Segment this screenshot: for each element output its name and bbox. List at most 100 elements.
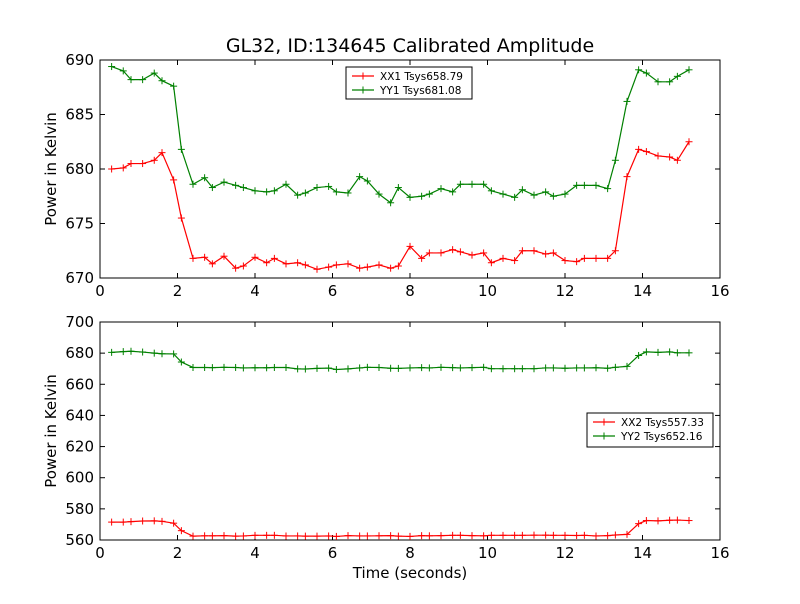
data-point — [232, 532, 240, 540]
data-point — [530, 247, 538, 255]
data-point — [251, 253, 259, 261]
data-point — [573, 531, 581, 539]
data-point — [313, 532, 321, 540]
data-point — [313, 184, 321, 192]
data-point — [499, 254, 507, 262]
data-point — [177, 214, 185, 222]
data-point — [418, 192, 426, 200]
data-point — [313, 265, 321, 273]
data-point — [150, 517, 158, 525]
data-point — [561, 190, 569, 198]
legend-entry: XX2 Tsys557.33 — [593, 417, 704, 429]
data-point — [150, 156, 158, 164]
data-point — [108, 518, 116, 526]
data-point — [344, 365, 352, 373]
data-point — [127, 76, 135, 84]
data-point — [158, 517, 166, 525]
data-point — [325, 263, 333, 271]
x-tick-label: 2 — [173, 544, 183, 562]
series-1 — [108, 516, 693, 540]
data-point — [232, 181, 240, 189]
data-point — [232, 363, 240, 371]
data-point — [425, 249, 433, 257]
data-point — [666, 78, 674, 86]
data-point — [449, 364, 457, 372]
data-point — [363, 363, 371, 371]
data-point — [642, 348, 650, 356]
legend-label: YY1 Tsys681.08 — [379, 85, 461, 97]
data-point — [375, 363, 383, 371]
data-point — [127, 347, 135, 355]
data-point — [170, 350, 178, 358]
legend: XX1 Tsys658.79 YY1 Tsys681.08 — [345, 66, 473, 100]
data-point — [313, 364, 321, 372]
data-point — [580, 254, 588, 262]
data-point — [220, 532, 228, 540]
data-point — [189, 363, 197, 371]
data-point — [170, 176, 178, 184]
series-line — [111, 141, 690, 270]
series-2 — [108, 347, 693, 373]
x-tick-label: 10 — [478, 544, 497, 562]
data-point — [220, 178, 228, 186]
data-point — [220, 252, 228, 260]
y-tick-label: 690 — [65, 51, 94, 69]
data-point — [642, 69, 650, 77]
data-point — [363, 532, 371, 540]
data-point — [208, 532, 216, 540]
data-point — [363, 177, 371, 185]
data-point — [561, 531, 569, 539]
data-point — [635, 66, 643, 74]
data-point — [108, 348, 116, 356]
data-point — [456, 531, 464, 539]
data-point — [654, 152, 662, 160]
data-point — [263, 188, 271, 196]
chart-title: GL32, ID:134645 Calibrated Amplitude — [226, 35, 594, 57]
data-point — [549, 249, 557, 257]
data-point — [673, 516, 681, 524]
data-point — [263, 364, 271, 372]
data-point — [666, 348, 674, 356]
data-point — [530, 531, 538, 539]
data-point — [611, 156, 619, 164]
legend-entry: XX1 Tsys658.79 — [352, 71, 463, 83]
x-tick-label: 2 — [173, 282, 183, 300]
data-point — [387, 264, 395, 272]
data-point — [685, 66, 693, 74]
data-point — [654, 517, 662, 525]
data-point — [456, 248, 464, 256]
x-tick-label: 0 — [95, 282, 105, 300]
data-point — [270, 187, 278, 195]
data-point — [487, 259, 495, 267]
data-point — [685, 517, 693, 525]
data-point — [387, 532, 395, 540]
data-point — [511, 365, 519, 373]
data-point — [356, 364, 364, 372]
data-point — [344, 260, 352, 268]
data-point — [499, 531, 507, 539]
data-point — [480, 532, 488, 540]
data-point — [673, 349, 681, 357]
data-point — [158, 149, 166, 157]
data-point — [511, 257, 519, 265]
y-tick-label: 620 — [65, 438, 94, 456]
data-point — [406, 242, 414, 250]
y-tick-label: 685 — [65, 106, 94, 124]
data-point — [437, 249, 445, 257]
data-point — [332, 261, 340, 269]
data-point — [387, 364, 395, 372]
data-point — [468, 180, 476, 188]
plot-panel-2: 0 2 4 6 8 10 12 14 16 560 580 600 620 640 660 680 700 Pow… — [42, 313, 730, 562]
data-point — [456, 180, 464, 188]
data-point — [542, 531, 550, 539]
data-point — [232, 264, 240, 272]
data-point — [189, 180, 197, 188]
data-point — [561, 257, 569, 265]
data-point — [437, 363, 445, 371]
data-point — [282, 180, 290, 188]
data-point — [139, 160, 147, 168]
data-point — [480, 363, 488, 371]
